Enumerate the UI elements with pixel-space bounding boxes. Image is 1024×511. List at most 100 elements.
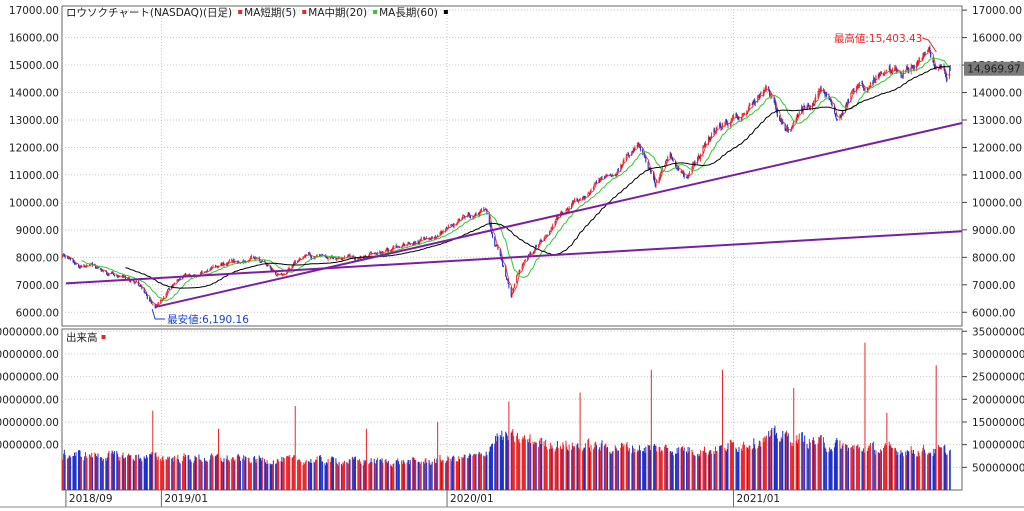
candle-body [599, 178, 601, 181]
volume-bar [691, 449, 693, 490]
volume-bar [538, 447, 540, 490]
candle-body [419, 240, 421, 244]
volume-bar [473, 454, 475, 490]
volume-bar [269, 463, 271, 490]
volume-bar [517, 440, 519, 490]
candle-body [129, 280, 131, 282]
volume-bar [365, 428, 367, 490]
volume-bar [851, 445, 853, 490]
candle-body [393, 245, 395, 247]
candle-body [758, 95, 760, 99]
volume-bar [431, 461, 433, 490]
volume-bar [434, 462, 436, 490]
volume-bar [896, 455, 898, 490]
volume-bar [234, 459, 236, 490]
volume-bar [127, 455, 129, 490]
volume-bar [592, 449, 594, 490]
volume-tick-label-left: 0000000.00 [0, 326, 59, 338]
candle-body [835, 114, 837, 119]
volume-bar [620, 447, 622, 490]
volume-bar [653, 445, 655, 490]
volume-bar [923, 444, 925, 490]
volume-bar [813, 440, 815, 490]
candle-body [790, 130, 792, 132]
volume-bar [94, 452, 96, 490]
candle-body [590, 190, 592, 193]
candle-body [431, 237, 433, 238]
volume-bar [848, 447, 850, 490]
volume-bar [762, 437, 764, 490]
candle-body [474, 213, 476, 217]
volume-bar [891, 447, 893, 490]
candle-body [949, 67, 951, 69]
candle-body [566, 209, 568, 211]
volume-bar [886, 412, 888, 490]
volume-bar [146, 457, 148, 490]
candle-body [407, 242, 409, 245]
candle-body [291, 266, 293, 268]
volume-bar [344, 460, 346, 490]
volume-bar [78, 449, 80, 490]
volume-bar [858, 448, 860, 490]
volume-bar [532, 441, 534, 490]
volume-bar [210, 453, 212, 490]
candle-body [408, 242, 410, 244]
volume-bar [299, 460, 301, 490]
volume-bar [699, 456, 701, 490]
volume-bar [941, 447, 943, 490]
volume-bar [216, 454, 218, 490]
candle-body [308, 252, 310, 254]
volume-bar [796, 435, 798, 490]
volume-bar [245, 457, 247, 490]
candle-body [139, 285, 141, 287]
candle-body [732, 115, 734, 117]
volume-bar [841, 445, 843, 490]
volume-bar [780, 437, 782, 490]
volume-bar [108, 450, 110, 490]
volume-bar [418, 461, 420, 490]
volume-bar [264, 462, 266, 490]
candle-body [390, 250, 392, 252]
volume-bar [667, 448, 669, 490]
volume-bar [808, 448, 810, 490]
candle-body [440, 231, 442, 234]
volume-bar [804, 435, 806, 490]
volume-bar [430, 464, 432, 490]
volume-bar [123, 458, 125, 490]
volume-bar [732, 442, 734, 490]
price-tick-label-left: 8000.00 [16, 252, 59, 264]
candle-body [530, 252, 532, 255]
volume-bar [480, 453, 482, 490]
time-tick-label: 2019/01 [164, 493, 208, 505]
candle-body [775, 103, 777, 109]
volume-bar [587, 439, 589, 490]
volume-bar [664, 444, 666, 490]
candle-body [595, 182, 597, 184]
candle-body [83, 265, 85, 267]
volume-bar [243, 460, 245, 490]
price-tick-label-left: 9000.00 [16, 225, 59, 237]
trendlines [65, 122, 963, 309]
candle-body [292, 265, 294, 267]
volume-bar [939, 447, 941, 490]
volume-bar [806, 443, 808, 490]
candle-body [910, 66, 912, 73]
volume-bar [419, 464, 421, 490]
volume-bar [720, 445, 722, 490]
axes: 2018/09 2019/01 2020/01 2021/01 [0, 490, 1024, 508]
volume-bar [362, 465, 364, 490]
price-tick-label-left: 10000.00 [9, 197, 59, 209]
candle-body [596, 181, 598, 183]
candle-body [692, 163, 694, 168]
volume-bar [340, 464, 342, 490]
candle-body [491, 234, 493, 237]
candle-body [921, 58, 923, 60]
candle-body [601, 177, 603, 179]
candle-body [768, 86, 770, 90]
volume-bar [445, 461, 447, 490]
candle-body [786, 127, 788, 130]
volume-bar [713, 451, 715, 490]
volume-bar [512, 429, 514, 490]
candle-body [628, 154, 630, 157]
